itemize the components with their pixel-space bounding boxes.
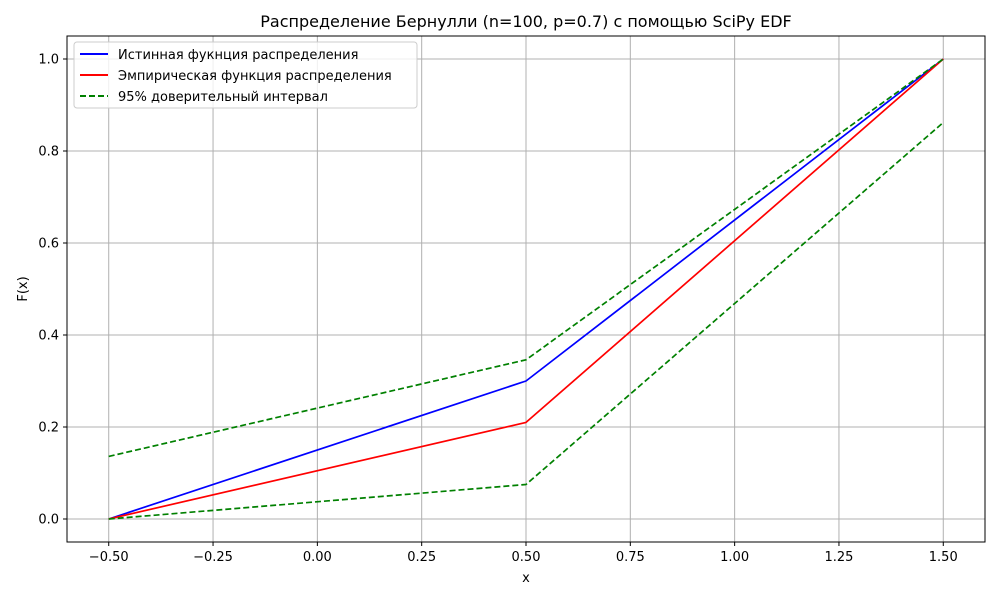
x-tick-label: 1.50 [929, 550, 958, 565]
legend-label-empirical-cdf: Эмпирическая функция распределения [118, 69, 392, 84]
x-axis-label: x [522, 571, 530, 586]
y-tick-label: 0.0 [38, 513, 59, 528]
confidence-lower-line [108, 121, 944, 520]
y-tick-label: 0.4 [38, 329, 59, 344]
x-tick-label: 1.25 [824, 550, 853, 565]
legend-label-confidence-interval: 95% доверительный интервал [118, 90, 328, 105]
confidence-upper-line [108, 58, 944, 458]
legend-box [73, 41, 418, 109]
x-tick-label: 1.00 [720, 550, 749, 565]
grid [67, 36, 985, 542]
y-tick-label: 0.2 [38, 421, 59, 436]
x-tick-label: −0.25 [193, 550, 233, 565]
x-tick-label: 0.00 [303, 550, 332, 565]
x-tick-label: −0.50 [89, 550, 129, 565]
empirical-cdf-line [108, 58, 944, 520]
x-tick-label: 0.25 [407, 550, 436, 565]
y-axis-label: F(x) [16, 276, 31, 301]
x-tick-label: 0.50 [512, 550, 541, 565]
chart-title: Распределение Бернулли (n=100, p=0.7) с … [260, 12, 791, 31]
y-tick-label: 1.0 [38, 53, 59, 68]
y-tick-label: 0.6 [38, 237, 59, 252]
plot-lines [108, 58, 944, 520]
true-cdf-line [108, 58, 944, 520]
x-tick-label: 0.75 [616, 550, 645, 565]
legend: Истинная фукнция распределения Эмпиричес… [73, 41, 418, 109]
y-tick-label: 0.8 [38, 145, 59, 160]
legend-label-true-cdf: Истинная фукнция распределения [118, 48, 358, 63]
ticks: −0.50 −0.25 0.00 0.25 0.50 0.75 1.00 1.25 1.50 0.… [38, 53, 957, 566]
